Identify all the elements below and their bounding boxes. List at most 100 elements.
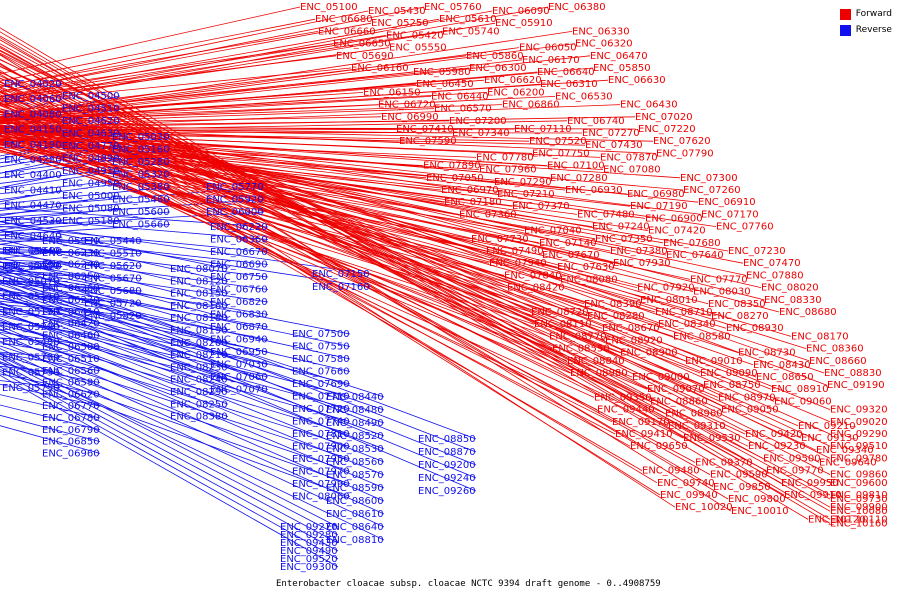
forward-feature-label: ENC_09020 — [830, 417, 888, 428]
reverse-feature-label: ENC_04770 — [62, 141, 120, 152]
forward-feature-label: ENC_07680 — [663, 238, 721, 249]
forward-connector — [0, 130, 681, 179]
forward-connector — [0, 104, 621, 129]
reverse-connector — [0, 199, 265, 219]
forward-connector — [0, 22, 372, 92]
forward-feature-label: ENC_06310 — [540, 79, 598, 90]
reverse-feature-label: ENC_07950 — [292, 454, 350, 465]
forward-connector — [0, 126, 699, 203]
forward-feature-label: ENC_05250 — [371, 18, 429, 29]
reverse-connector — [0, 207, 269, 228]
reverse-feature-label: ENC_05930 — [42, 236, 100, 247]
legend-reverse: Reverse — [839, 22, 892, 38]
reverse-feature-label: ENC_06950 — [210, 347, 268, 358]
reverse-feature-label: ENC_08150 — [170, 289, 228, 300]
reverse-feature-label: ENC_09240 — [418, 473, 476, 484]
forward-feature-label: ENC_07100 — [547, 161, 605, 172]
forward-feature-label: ENC_07840 — [504, 270, 562, 281]
reverse-connector — [0, 281, 351, 360]
forward-feature-label: ENC_08550 — [552, 344, 610, 355]
forward-feature-label: ENC_06090 — [492, 6, 550, 17]
forward-feature-label: ENC_09410 — [615, 429, 673, 440]
forward-feature-label: ENC_09740 — [657, 478, 715, 489]
reverse-connector — [0, 297, 269, 353]
reverse-connector — [0, 353, 351, 472]
forward-feature-label: ENC_08650 — [756, 372, 814, 383]
forward-feature-label: ENC_08730 — [738, 348, 796, 359]
forward-connector — [0, 128, 515, 132]
forward-connector — [0, 53, 782, 484]
forward-connector — [0, 104, 379, 121]
legend-forward: Forward — [839, 6, 892, 22]
forward-feature-label: ENC_07470 — [743, 258, 801, 269]
legend: Forward Reverse — [839, 6, 892, 38]
reverse-feature-label: ENC_05510 — [84, 249, 142, 260]
forward-feature-label: ENC_06720 — [378, 100, 436, 111]
reverse-feature-label: ENC_07500 — [292, 329, 350, 340]
forward-feature-label: ENC_06470 — [590, 51, 648, 62]
reverse-connector — [0, 273, 351, 347]
reverse-feature-label: ENC_08230 — [170, 362, 228, 373]
forward-feature-label: ENC_07260 — [683, 185, 741, 196]
forward-feature-label: ENC_05850 — [593, 63, 651, 74]
forward-connector — [0, 129, 684, 191]
forward-feature-label: ENC_08330 — [764, 295, 822, 306]
forward-connector — [0, 129, 595, 398]
forward-feature-label: ENC_06430 — [620, 100, 678, 111]
forward-feature-label: ENC_08980 — [570, 368, 628, 379]
reverse-feature-label: ENC_06780 — [42, 413, 100, 424]
reverse-feature-label: ENC_06240 — [42, 260, 100, 271]
reverse-feature-label: ENC_08870 — [418, 447, 476, 458]
forward-connector — [0, 129, 641, 301]
forward-connector — [0, 125, 657, 154]
forward-feature-label: ENC_07930 — [613, 258, 671, 269]
forward-feature-label: ENC_09320 — [830, 405, 888, 416]
forward-feature-label: ENC_08270 — [711, 311, 769, 322]
forward-feature-label: ENC_08720 — [531, 307, 589, 318]
forward-feature-label: ENC_07730 — [471, 234, 529, 245]
forward-connector — [0, 147, 505, 276]
reverse-connector — [0, 355, 385, 541]
reverse-feature-label: ENC_06870 — [210, 322, 268, 333]
forward-feature-label: ENC_07520 — [529, 136, 587, 147]
forward-connector — [0, 39, 831, 512]
reverse-feature-label: ENC_06590 — [42, 378, 100, 389]
forward-feature-label: ENC_06990 — [381, 112, 439, 123]
forward-feature-label: ENC_09060 — [774, 396, 832, 407]
reverse-feature-label: ENC_05670 — [84, 274, 142, 285]
forward-connector — [0, 18, 440, 97]
forward-feature-label: ENC_08840 — [567, 356, 625, 367]
reverse-connector — [0, 275, 229, 344]
reverse-connector — [0, 288, 269, 340]
forward-connector — [0, 45, 785, 496]
forward-connector — [0, 120, 568, 132]
reverse-connector — [0, 287, 385, 424]
reverse-feature-label: ENC_09270 — [280, 522, 338, 533]
reverse-feature-label: ENC_06260 — [42, 283, 100, 294]
reverse-feature-label: ENC_05290 — [2, 322, 60, 333]
reverse-feature-label: ENC_08210 — [170, 350, 228, 361]
forward-feature-label: ENC_06660 — [318, 26, 376, 37]
forward-feature-label: ENC_07180 — [444, 197, 502, 208]
forward-feature-label: ENC_08430 — [753, 360, 811, 371]
reverse-connector — [0, 281, 477, 479]
forward-connector — [0, 69, 676, 508]
forward-feature-label: ENC_07920 — [637, 283, 695, 294]
reverse-feature-label: ENC_04890 — [62, 154, 120, 165]
forward-feature-label: ENC_10120 — [808, 514, 866, 525]
forward-connector — [0, 75, 802, 439]
forward-feature-label: ENC_08680 — [779, 307, 837, 318]
reverse-feature-label: ENC_06820 — [210, 297, 268, 308]
forward-feature-label: ENC_05740 — [442, 26, 500, 37]
forward-connector — [0, 79, 609, 121]
forward-feature-label: ENC_07410 — [396, 124, 454, 135]
reverse-connector — [0, 374, 339, 568]
forward-feature-label: ENC_09910 — [784, 490, 842, 501]
reverse-feature-label: ENC_06770 — [42, 401, 100, 412]
forward-connector — [0, 139, 498, 195]
reverse-feature-label: ENC_04640 — [4, 231, 62, 242]
forward-connector — [0, 137, 477, 158]
reverse-connector — [0, 370, 339, 560]
forward-connector — [0, 86, 775, 402]
reverse-feature-label: ENC_06940 — [210, 335, 268, 346]
